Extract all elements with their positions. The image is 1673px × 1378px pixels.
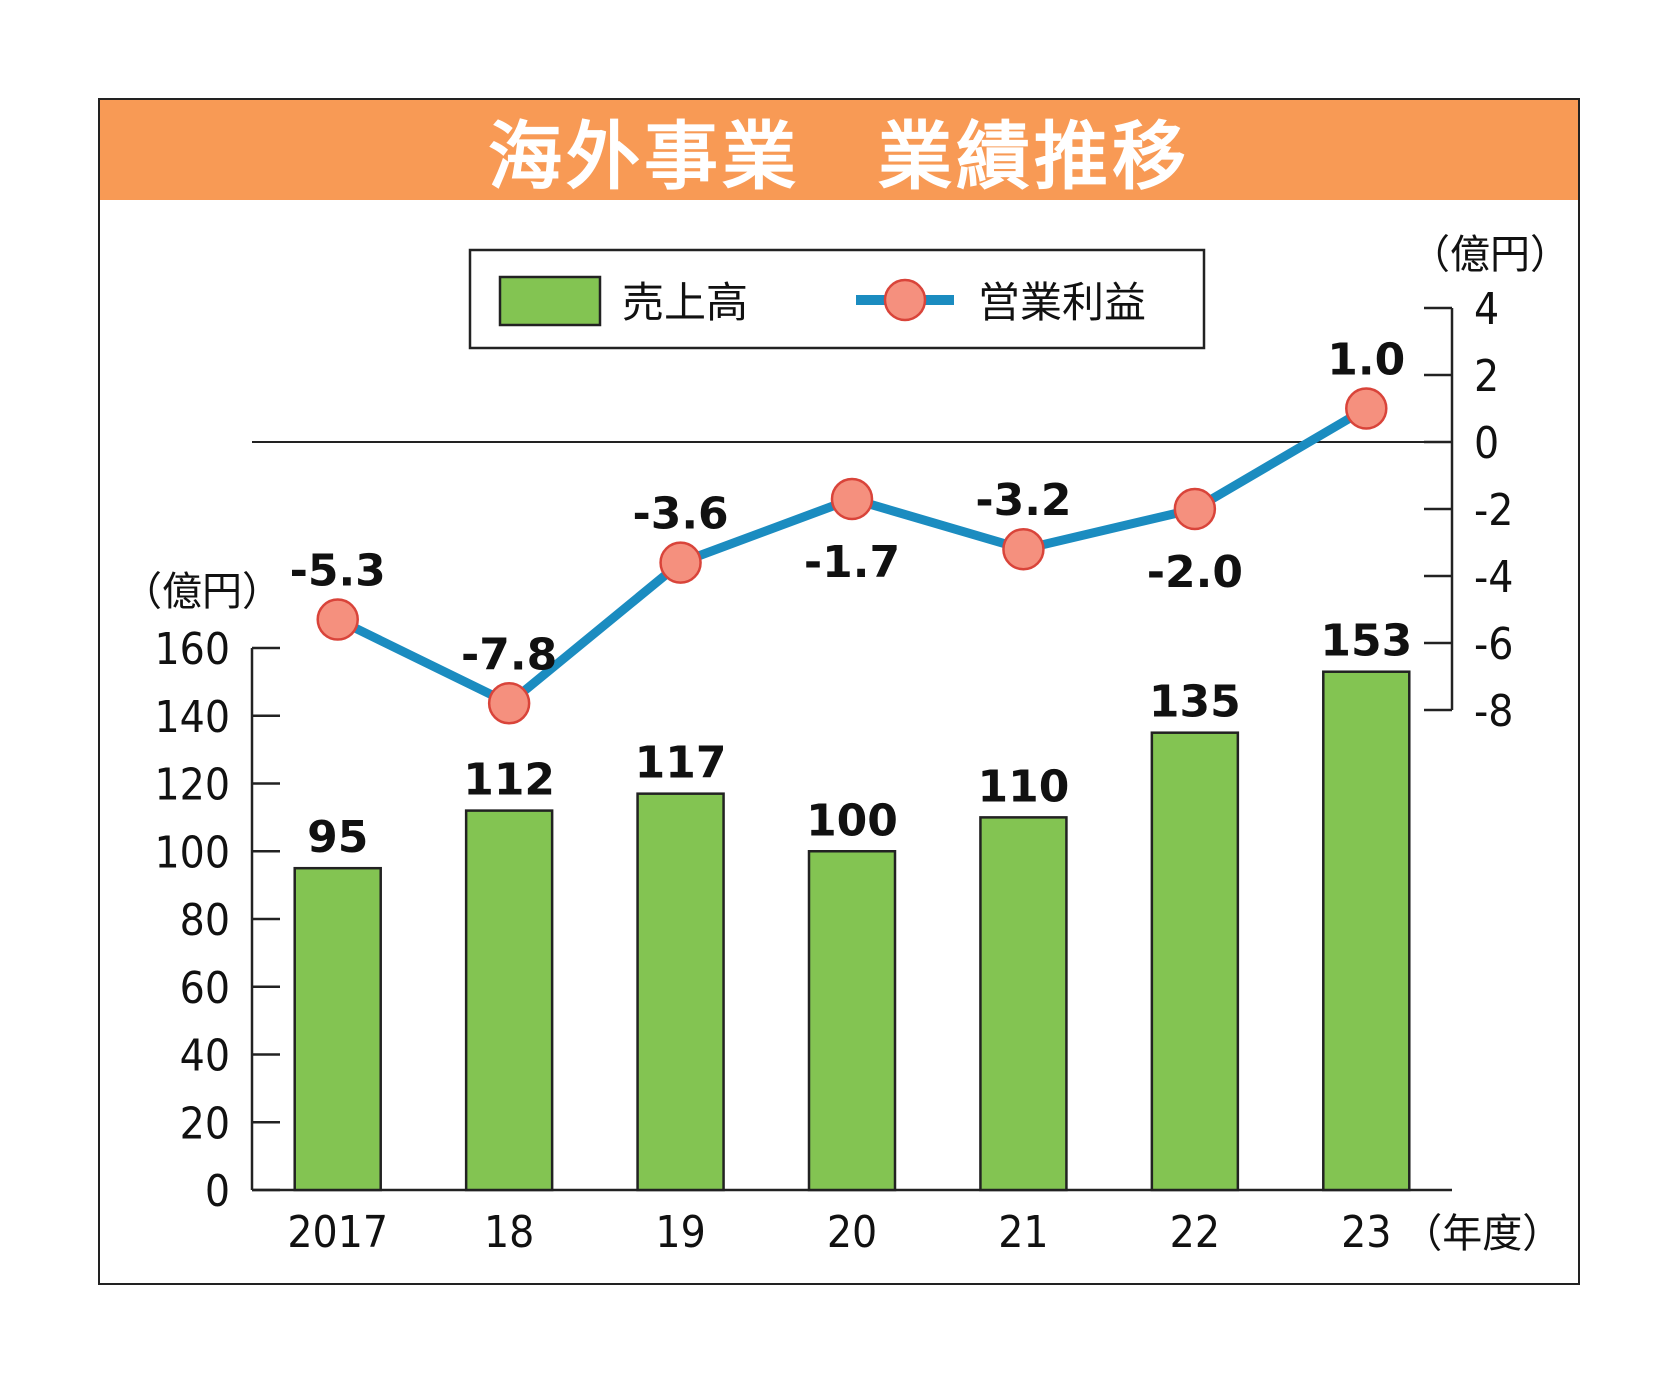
bar [293, 866, 382, 1192]
x-tick-label: 18 [484, 1207, 534, 1258]
x-tick-label: 21 [998, 1207, 1048, 1258]
left-axis-tick-label: 60 [180, 963, 230, 1014]
profit-point [830, 477, 874, 521]
title-band: 海外事業 業績推移 [100, 100, 1578, 200]
x-tick-label: 20 [827, 1207, 877, 1258]
left-axis-tick-label: 40 [180, 1031, 230, 1082]
left-axis-tick-label: 100 [154, 827, 230, 878]
profit-value-label: -3.2 [975, 475, 1071, 526]
right-axis-tick-label: -2 [1474, 485, 1513, 536]
profit-point [316, 598, 359, 641]
bar-value-label: 135 [1149, 677, 1241, 728]
left-axis-tick-label: 140 [154, 692, 230, 743]
x-tick-label: 22 [1170, 1207, 1220, 1258]
profit-value-label: -3.6 [632, 489, 728, 540]
bar-value-label: 112 [463, 755, 555, 806]
legend-bar-label: 売上高 [622, 278, 748, 327]
profit-point [1002, 527, 1045, 571]
left-axis-tick-label: 0 [205, 1166, 230, 1217]
chart-title: 海外事業 業績推移 [488, 113, 1190, 200]
right-axis-tick-label: 4 [1474, 284, 1499, 335]
profit-point [487, 682, 531, 725]
profit-value-label: -1.7 [804, 537, 900, 588]
left-axis-tick-label: 160 [154, 624, 230, 675]
bar [636, 792, 725, 1192]
legend-line-label: 営業利益 [978, 278, 1146, 327]
bar [979, 816, 1068, 1192]
right-axis-tick-label: -6 [1474, 619, 1513, 670]
legend-bar-swatch [498, 275, 602, 327]
left-axis-tick-label: 20 [180, 1098, 230, 1149]
right-axis-tick-label: -4 [1474, 552, 1513, 603]
right-axis-unit: （億円） [1410, 232, 1570, 278]
x-tick-label: 19 [655, 1207, 705, 1258]
x-tick-label: 23 [1341, 1207, 1391, 1258]
right-axis-tick-label: 2 [1474, 351, 1499, 402]
profit-point [659, 541, 702, 584]
profit-value-label: 1.0 [1327, 335, 1405, 386]
bar-value-label: 100 [806, 795, 898, 846]
profit-value-label: -7.8 [461, 629, 557, 680]
legend-marker-swatch [883, 278, 927, 322]
profit-value-label: -5.3 [290, 546, 386, 597]
profit-point [1345, 387, 1388, 430]
bar-value-label: 153 [1320, 616, 1412, 667]
left-axis-unit: （億円） [122, 569, 282, 615]
right-axis-tick-label: 0 [1474, 418, 1499, 469]
right-axis-tick-label: -8 [1474, 686, 1513, 737]
bar [1150, 731, 1240, 1192]
x-axis-unit: （年度） [1402, 1211, 1562, 1257]
left-axis-tick-label: 120 [154, 760, 230, 811]
bar-value-label: 110 [977, 761, 1069, 812]
bar [1322, 670, 1411, 1192]
left-axis-tick-label: 80 [180, 895, 230, 946]
profit-value-label: -2.0 [1147, 547, 1243, 598]
bar-value-label: 95 [307, 812, 368, 863]
bar [464, 809, 554, 1192]
bar-value-label: 117 [635, 738, 727, 789]
profit-point [1173, 487, 1217, 531]
bar [807, 850, 897, 1192]
x-tick-label: 2017 [287, 1207, 388, 1258]
